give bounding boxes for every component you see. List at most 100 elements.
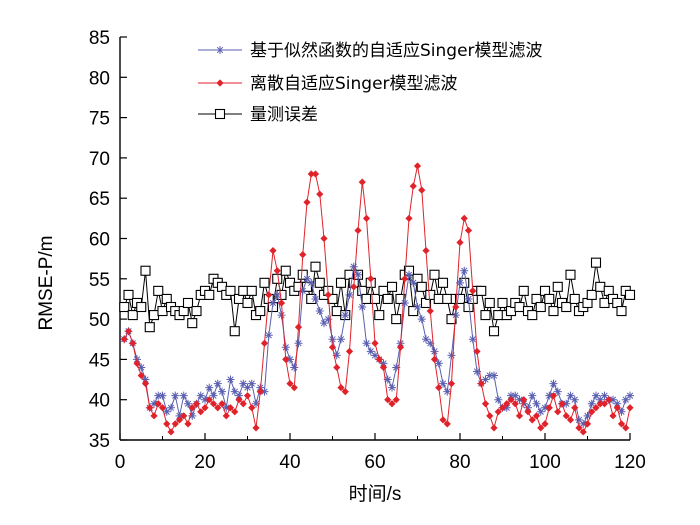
data-point [558, 400, 566, 408]
data-point [315, 307, 324, 316]
data-point [311, 170, 320, 178]
y-tick-label: 65 [89, 189, 110, 210]
data-point [617, 407, 626, 416]
data-point [388, 400, 396, 408]
data-point [433, 293, 444, 305]
data-point [260, 339, 269, 347]
data-point [565, 269, 576, 280]
data-point [600, 391, 609, 400]
x-axis-title: 时间/s [349, 483, 402, 505]
data-point [609, 395, 617, 404]
data-point [119, 301, 130, 313]
data-point [586, 289, 597, 300]
data-point [184, 420, 192, 428]
data-point [507, 396, 515, 404]
data-point [349, 262, 358, 271]
data-point [588, 408, 596, 416]
data-point [442, 293, 453, 305]
data-point [460, 214, 468, 222]
data-point [418, 186, 426, 194]
data-point [596, 400, 604, 408]
x-tick-label: 60 [364, 452, 385, 473]
data-point [299, 251, 307, 259]
data-point [430, 347, 439, 356]
data-point [218, 400, 226, 408]
data-point [133, 355, 141, 364]
data-point [554, 408, 562, 416]
data-point [358, 178, 366, 186]
data-point [239, 379, 248, 388]
data-point [609, 412, 617, 420]
data-point [162, 407, 171, 416]
data-point [503, 400, 511, 408]
data-point [328, 335, 337, 344]
data-point [252, 424, 260, 432]
data-point [366, 347, 375, 356]
data-point [408, 305, 419, 317]
data-point [392, 396, 400, 404]
data-point [259, 277, 270, 288]
data-point [226, 375, 235, 384]
data-point [354, 226, 362, 235]
series-3 [119, 257, 636, 337]
data-point [484, 297, 495, 309]
data-point [192, 400, 201, 408]
data-point [434, 359, 443, 368]
legend-label: 离散自适应Singer模型滤波 [250, 74, 458, 94]
data-point [179, 391, 188, 400]
data-point [294, 323, 303, 331]
data-point [332, 351, 341, 360]
data-point [141, 375, 150, 384]
data-point [320, 234, 328, 243]
data-point [413, 162, 422, 170]
data-point [133, 359, 141, 368]
data-point [191, 305, 202, 317]
data-point [536, 407, 545, 416]
data-point [599, 297, 610, 309]
data-point [417, 315, 426, 324]
data-point [337, 384, 345, 392]
data-point [587, 399, 596, 408]
data-point [209, 391, 218, 400]
data-point [201, 395, 209, 404]
data-point [511, 400, 519, 408]
data-point [488, 326, 500, 337]
data-point [595, 281, 606, 292]
data-point [384, 396, 392, 404]
data-point [144, 322, 155, 333]
data-point [379, 359, 388, 368]
data-point [476, 285, 487, 296]
data-point [490, 371, 498, 380]
data-point [473, 347, 481, 355]
data-point [150, 399, 158, 408]
data-point [184, 399, 192, 408]
x-tick-label: 100 [529, 452, 561, 473]
data-point [286, 355, 294, 364]
data-point [532, 399, 541, 408]
data-point [311, 294, 320, 303]
data-point [388, 383, 396, 392]
data-point [216, 79, 224, 87]
data-point [514, 301, 525, 313]
data-point [549, 392, 558, 400]
data-point [528, 391, 537, 400]
data-point [273, 267, 281, 275]
data-point [571, 404, 579, 412]
data-point [544, 293, 555, 305]
data-point [605, 396, 613, 404]
data-point [447, 379, 456, 388]
data-point [341, 311, 350, 320]
data-point [391, 314, 402, 325]
data-point [477, 379, 485, 388]
data-point [566, 416, 575, 424]
data-point [154, 400, 162, 408]
data-point [422, 335, 430, 344]
data-point [265, 291, 273, 299]
data-point [333, 363, 341, 372]
data-point [624, 289, 636, 300]
data-point [561, 301, 572, 313]
data-point [520, 396, 528, 404]
data-point [486, 412, 494, 420]
data-point [246, 285, 257, 296]
